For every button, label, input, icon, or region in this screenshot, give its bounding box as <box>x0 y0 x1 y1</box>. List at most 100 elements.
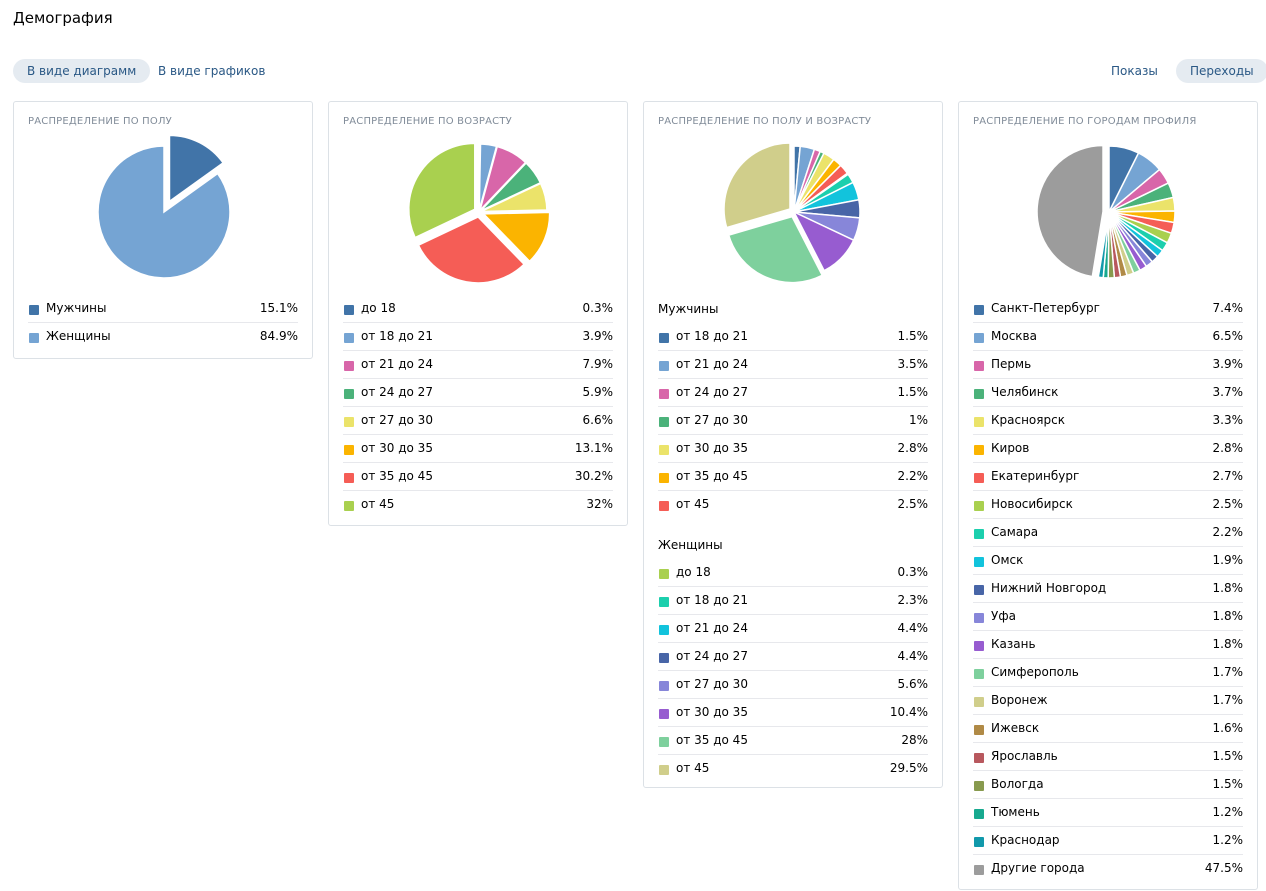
legend-row[interactable]: от 21 до 24 7.9% <box>343 351 613 379</box>
legend-row[interactable]: до 18 0.3% <box>343 295 613 323</box>
pie-slice[interactable] <box>481 211 551 263</box>
legend-value: 30.2% <box>574 469 613 483</box>
legend-row[interactable]: Ижевск 1.6% <box>973 715 1243 743</box>
pie-slice[interactable] <box>417 216 526 284</box>
legend-value: 3.7% <box>1212 385 1244 399</box>
legend-swatch <box>974 389 984 399</box>
legend-row[interactable]: от 18 до 21 3.9% <box>343 323 613 351</box>
legend-label: Киров <box>991 441 1030 455</box>
legend-value: 6.6% <box>582 413 614 427</box>
legend-row[interactable]: Женщины 84.9% <box>28 323 298 351</box>
legend-row[interactable]: Симферополь 1.7% <box>973 659 1243 687</box>
legend-row[interactable]: Челябинск 3.7% <box>973 379 1243 407</box>
pie-slice[interactable] <box>480 182 548 213</box>
pie-slice[interactable] <box>97 145 231 279</box>
legend-row[interactable]: до 18 0.3% <box>658 559 928 587</box>
legend-row[interactable]: от 27 до 30 6.6% <box>343 407 613 435</box>
legend-row[interactable]: от 35 до 45 2.2% <box>658 463 928 491</box>
legend-swatch <box>974 809 984 819</box>
pie-slice[interactable] <box>480 161 542 212</box>
legend-row[interactable]: от 45 32% <box>343 491 613 519</box>
legend-row[interactable]: от 35 до 45 28% <box>658 727 928 755</box>
legend-swatch <box>974 725 984 735</box>
legend-swatch <box>974 585 984 595</box>
legend-swatch <box>659 681 669 691</box>
legend-label: до 18 <box>361 301 396 315</box>
legend-label: Уфа <box>991 609 1016 623</box>
legend-swatch <box>659 361 669 371</box>
impressions-toggle[interactable]: Показы <box>1111 64 1158 78</box>
legend-swatch <box>974 837 984 847</box>
legend-row[interactable]: Екатеринбург 2.7% <box>973 463 1243 491</box>
legend-label: от 45 <box>676 497 710 511</box>
pie-slice[interactable] <box>792 210 855 272</box>
legend-row[interactable]: от 45 29.5% <box>658 755 928 783</box>
legend-row[interactable]: Другие города 47.5% <box>973 855 1243 883</box>
legend-row[interactable]: Воронеж 1.7% <box>973 687 1243 715</box>
legend-value: 2.2% <box>1212 525 1244 539</box>
pie-slice[interactable] <box>727 215 824 284</box>
legend-row[interactable]: Казань 1.8% <box>973 631 1243 659</box>
gender-legend: Мужчины 15.1% Женщины 84.9% <box>28 295 298 351</box>
legend-row[interactable]: от 27 до 30 1% <box>658 407 928 435</box>
gender-age-legend: Мужчины от 18 до 21 1.5% от 21 до 24 3.5% от … <box>658 295 928 783</box>
transitions-toggle[interactable]: Переходы <box>1176 59 1266 83</box>
legend-row[interactable]: Санкт-Петербург 7.4% <box>973 295 1243 323</box>
legend-row[interactable]: от 21 до 24 4.4% <box>658 615 928 643</box>
city-pie-chart <box>1036 144 1176 279</box>
legend-row[interactable]: Москва 6.5% <box>973 323 1243 351</box>
legend-row[interactable]: Красноярск 3.3% <box>973 407 1243 435</box>
legend-label: Москва <box>991 329 1037 343</box>
legend-label: Тюмень <box>991 805 1040 819</box>
view-graphs-toggle[interactable]: В виде графиков <box>158 64 266 78</box>
legend-row[interactable]: Киров 2.8% <box>973 435 1243 463</box>
legend-value: 1.2% <box>1212 805 1244 819</box>
legend-row[interactable]: от 21 до 24 3.5% <box>658 351 928 379</box>
pie-slice[interactable] <box>723 142 791 229</box>
legend-row[interactable]: от 18 до 21 2.3% <box>658 587 928 615</box>
legend-row[interactable]: Краснодар 1.2% <box>973 827 1243 855</box>
legend-row[interactable]: от 45 2.5% <box>658 491 928 519</box>
pie-slice[interactable] <box>1036 144 1104 278</box>
age-pie-chart <box>408 142 551 284</box>
legend-label: от 18 до 21 <box>676 593 748 607</box>
view-diagrams-toggle[interactable]: В виде диаграмм <box>13 59 151 83</box>
legend-row[interactable]: Пермь 3.9% <box>973 351 1243 379</box>
legend-row[interactable]: Вологда 1.5% <box>973 771 1243 799</box>
legend-row[interactable]: от 35 до 45 30.2% <box>343 463 613 491</box>
legend-label: Екатеринбург <box>991 469 1080 483</box>
legend-label: Омск <box>991 553 1024 567</box>
legend-value: 84.9% <box>259 329 298 343</box>
legend-value: 2.3% <box>897 593 929 607</box>
pie-slice[interactable] <box>408 142 476 239</box>
pie-slice[interactable] <box>1097 211 1110 279</box>
gender-pie-chart <box>97 136 231 279</box>
legend-row[interactable]: от 24 до 27 4.4% <box>658 643 928 671</box>
legend-row[interactable]: Тюмень 1.2% <box>973 799 1243 827</box>
legend-row[interactable]: от 18 до 21 1.5% <box>658 323 928 351</box>
legend-row[interactable]: Нижний Новгород 1.8% <box>973 575 1243 603</box>
legend-row[interactable]: от 30 до 35 13.1% <box>343 435 613 463</box>
pie-slice[interactable] <box>168 136 225 203</box>
legend-row[interactable]: от 30 до 35 2.8% <box>658 435 928 463</box>
legend-value: 2.5% <box>1212 497 1244 511</box>
legend-value: 2.7% <box>1212 469 1244 483</box>
legend-value: 5.6% <box>897 677 929 691</box>
legend-row[interactable]: Самара 2.2% <box>973 519 1243 547</box>
legend-row[interactable]: от 24 до 27 1.5% <box>658 379 928 407</box>
legend-swatch <box>974 445 984 455</box>
legend-swatch <box>974 641 984 651</box>
legend-row[interactable]: Мужчины 15.1% <box>28 295 298 323</box>
legend-row[interactable]: Ярославль 1.5% <box>973 743 1243 771</box>
legend-row[interactable]: от 27 до 30 5.6% <box>658 671 928 699</box>
legend-row[interactable]: Уфа 1.8% <box>973 603 1243 631</box>
legend-row[interactable]: Новосибирск 2.5% <box>973 491 1243 519</box>
legend-swatch <box>974 529 984 539</box>
legend-row[interactable]: от 30 до 35 10.4% <box>658 699 928 727</box>
legend-label: от 27 до 30 <box>676 677 748 691</box>
legend-label: от 24 до 27 <box>361 385 433 399</box>
legend-row[interactable]: Омск 1.9% <box>973 547 1243 575</box>
pie-slice[interactable] <box>479 145 527 211</box>
legend-row[interactable]: от 24 до 27 5.9% <box>343 379 613 407</box>
legend-value: 1.7% <box>1212 665 1244 679</box>
